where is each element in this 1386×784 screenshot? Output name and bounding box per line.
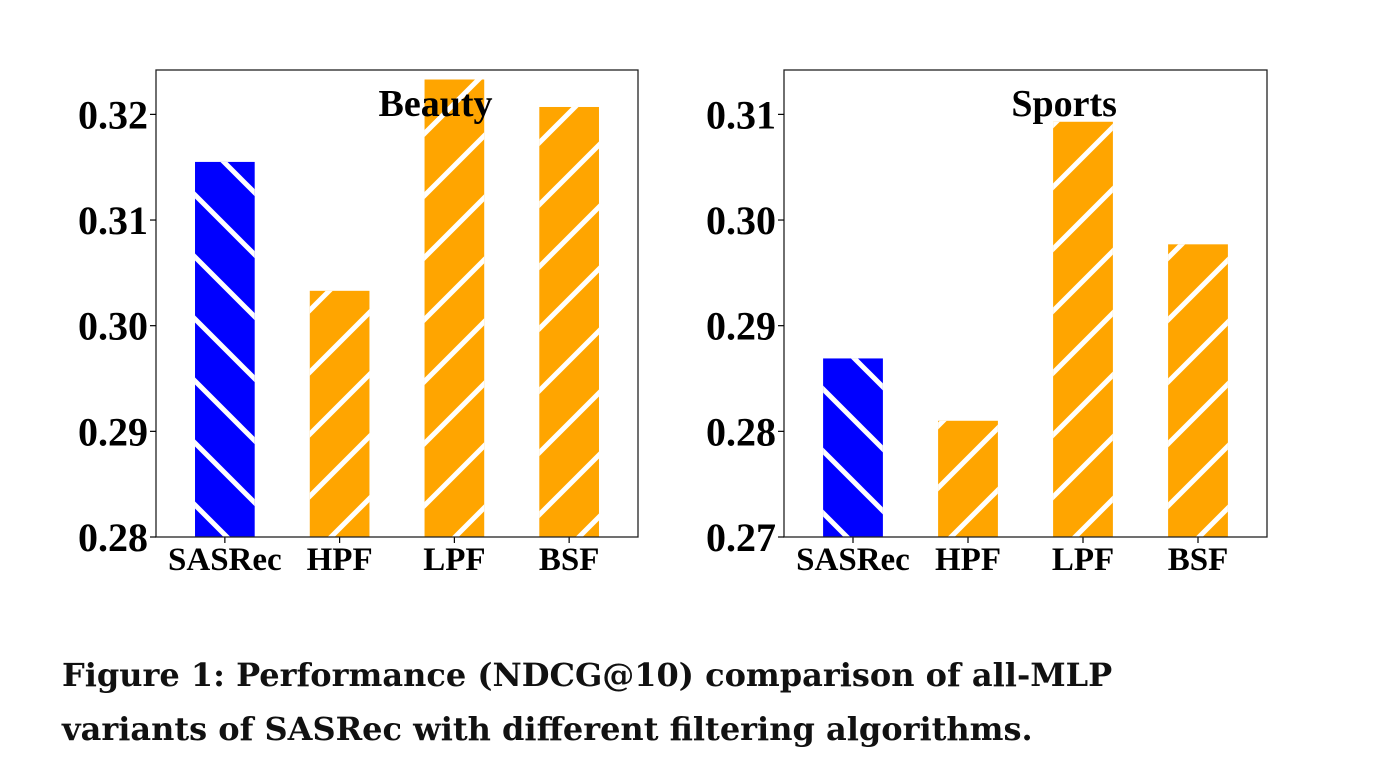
bar-hatch-bsf: [539, 106, 599, 537]
chart-title: Beauty: [379, 83, 493, 125]
figure-caption: Figure 1: Performance (NDCG@10) comparis…: [62, 648, 1352, 756]
x-tick-label: BSF: [539, 542, 600, 578]
bar-hatch-hpf: [938, 420, 998, 537]
x-tick-label: SASRec: [168, 542, 282, 578]
x-tick-label: SASRec: [796, 542, 910, 578]
x-tick-label: LPF: [423, 542, 485, 578]
chart-title: Sports: [1011, 83, 1117, 125]
bar-hatch-bsf: [1168, 244, 1228, 537]
y-tick-label: 0.31: [706, 92, 776, 137]
y-tick-label: 0.28: [78, 515, 148, 560]
y-tick-label: 0.30: [706, 198, 776, 243]
y-tick-label: 0.32: [78, 92, 148, 137]
x-tick-label: BSF: [1168, 542, 1229, 578]
chart-panel-sports: SASRec HPF LPF BSF 0.27 0.28 0.29 0.30 0.31 Sport…: [706, 69, 1268, 578]
bar-hatch-hpf: [309, 290, 370, 537]
y-tick-label: 0.30: [78, 304, 148, 349]
y-tick-label: 0.28: [706, 409, 776, 454]
x-tick-label: LPF: [1052, 542, 1114, 578]
y-tick-label: 0.31: [78, 198, 148, 243]
bar-hatch-lpf: [424, 79, 485, 538]
x-tick-label: HPF: [935, 542, 1001, 578]
y-tick-label: 0.29: [78, 409, 148, 454]
x-tick-label: HPF: [307, 542, 373, 578]
bar-hatch-sasrec: [823, 358, 883, 537]
plot-frame: [155, 69, 639, 538]
y-tick-label: 0.29: [706, 304, 776, 349]
bar-hatch-sasrec: [195, 161, 255, 537]
chart-panel-beauty: SASRec HPF LPF BSF 0.28 0.29 0.30 0.31 0.32 Beaut…: [78, 69, 639, 578]
plot-frame: [783, 69, 1268, 538]
figure-charts: SASRec HPF LPF BSF 0.28 0.29 0.30 0.31 0.32 Beaut…: [78, 69, 1268, 578]
caption-line-1: Figure 1: Performance (NDCG@10) comparis…: [62, 656, 1113, 694]
bar-hatch-lpf: [1053, 121, 1113, 538]
y-tick-label: 0.27: [706, 515, 776, 560]
caption-line-2: variants of SASRec with different filter…: [62, 710, 1033, 748]
